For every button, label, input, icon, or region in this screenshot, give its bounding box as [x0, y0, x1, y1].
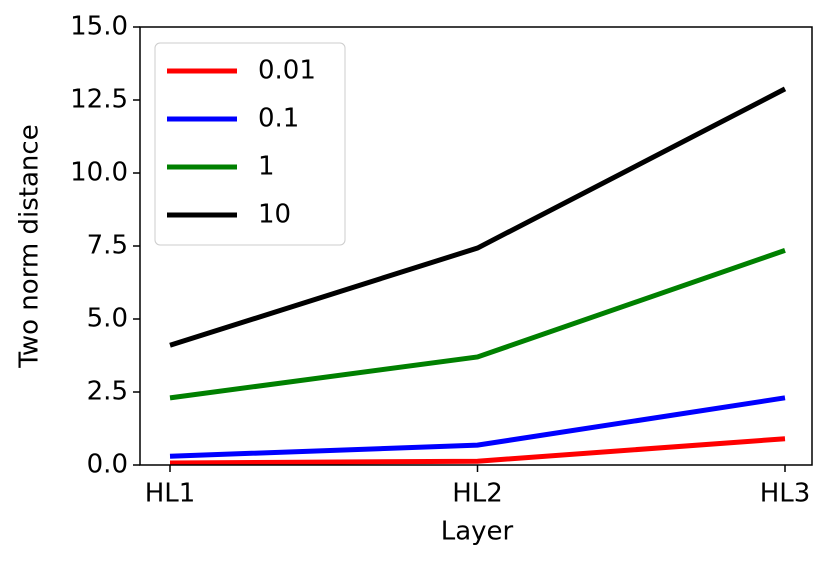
y-tick-label: 12.5: [70, 85, 128, 115]
y-tick-label: 2.5: [87, 377, 128, 407]
data-line: [169, 86, 787, 348]
x-axis-label: Layer: [441, 517, 514, 547]
x-tick-label: HL3: [760, 479, 811, 509]
x-tick-label: HL1: [145, 479, 196, 509]
legend-label: 0.01: [258, 56, 316, 86]
legend-label: 0.1: [258, 104, 299, 134]
y-tick-label: 7.5: [87, 231, 128, 261]
plot-frame: [139, 26, 813, 466]
y-tick-label: 15.0: [70, 12, 128, 42]
y-tick-label: 10.0: [70, 158, 128, 188]
legend-label: 1: [258, 152, 275, 182]
y-axis-label: Two norm distance: [15, 124, 45, 368]
legend-label: 10: [258, 200, 291, 230]
x-tick-label: HL2: [452, 479, 503, 509]
data-line: [169, 436, 786, 466]
legend-box: [154, 42, 346, 246]
data-line: [169, 395, 786, 459]
legend: 0.01 0.1 1 10: [154, 42, 346, 246]
data-line: [169, 248, 786, 401]
y-tick-label: 5.0: [87, 304, 128, 334]
y-tick-label: 0.0: [87, 450, 128, 480]
